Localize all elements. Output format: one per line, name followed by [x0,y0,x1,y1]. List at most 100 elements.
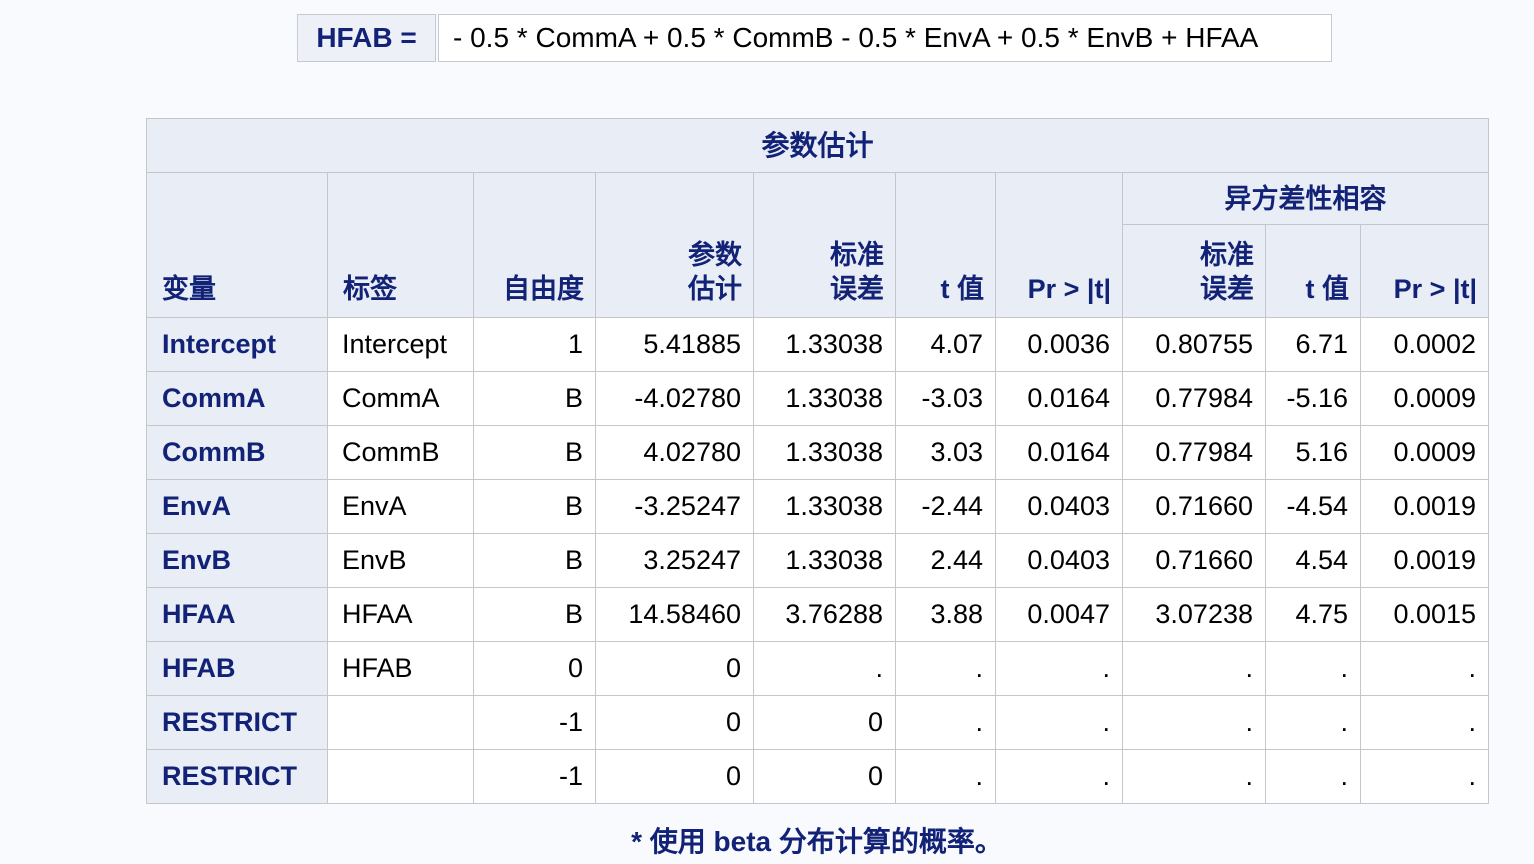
row-header-variable: HFAB [146,641,328,696]
col-header-hc-t-value: t 值 [1265,224,1361,318]
cell-t-value: 4.07 [895,317,996,372]
header-row-group: 变量 标签 自由度 参数 估计 标准 误差 t 值 Pr > |t| 异方差性相… [146,172,1490,318]
cell-t-value: 3.88 [895,587,996,642]
cell-label: CommA [327,371,474,426]
cell-hc-t-value: . [1265,695,1361,750]
cell-stderr: 1.33038 [753,425,896,480]
cell-pr-t: . [995,641,1123,696]
cell-hc-stderr: 0.77984 [1122,371,1266,426]
cell-df: B [473,533,596,588]
cell-pr-t: . [995,749,1123,804]
row-header-variable: RESTRICT [146,695,328,750]
row-header-variable: CommA [146,371,328,426]
cell-hc-pr-t: 0.0019 [1359,479,1490,534]
cell-hc-pr-t: 0.0019 [1359,533,1490,588]
cell-estimate: 5.41885 [595,317,754,372]
cell-hc-t-value: -5.16 [1265,371,1361,426]
cell-label: HFAB [327,641,474,696]
cell-estimate: 0 [595,749,754,804]
cell-df: 0 [473,641,596,696]
cell-hc-stderr: . [1122,641,1266,696]
formula-label: HFAB = [297,14,436,62]
cell-estimate: 3.25247 [595,533,754,588]
table-row: HFAA HFAA B 14.58460 3.76288 3.88 0.0047… [146,587,1490,642]
col-header-estimate: 参数 估计 [595,172,754,318]
table-row: RESTRICT -1 0 0 . . . . . [146,695,1490,750]
cell-df: 1 [473,317,596,372]
cell-hc-stderr: 0.71660 [1122,479,1266,534]
cell-hc-pr-t: 0.0015 [1359,587,1490,642]
cell-df: -1 [473,749,596,804]
cell-hc-stderr: . [1122,749,1266,804]
cell-hc-pr-t: 0.0009 [1359,371,1490,426]
col-header-stderr: 标准 误差 [753,172,896,318]
cell-stderr: 1.33038 [753,533,896,588]
restriction-formula-bar: HFAB = - 0.5 * CommA + 0.5 * CommB - 0.5… [297,14,1332,62]
cell-t-value: -3.03 [895,371,996,426]
cell-estimate: 14.58460 [595,587,754,642]
cell-pr-t: 0.0047 [995,587,1123,642]
col-header-hc-pr-t: Pr > |t| [1359,224,1490,318]
cell-estimate: -3.25247 [595,479,754,534]
cell-df: B [473,587,596,642]
cell-label [327,695,474,750]
cell-pr-t: 0.0403 [995,479,1123,534]
cell-hc-t-value: . [1265,749,1361,804]
cell-label: EnvB [327,533,474,588]
cell-label: HFAA [327,587,474,642]
cell-hc-stderr: 0.80755 [1122,317,1266,372]
table-row: Intercept Intercept 1 5.41885 1.33038 4.… [146,317,1490,372]
cell-hc-stderr: . [1122,695,1266,750]
header-row-sub: 标准 误差 t 值 Pr > |t| [147,224,1490,318]
row-header-variable: CommB [146,425,328,480]
cell-stderr: . [753,641,896,696]
cell-pr-t: 0.0164 [995,425,1123,480]
cell-estimate: 0 [595,695,754,750]
row-header-variable: HFAA [146,587,328,642]
cell-label: CommB [327,425,474,480]
cell-stderr: 0 [753,695,896,750]
cell-df: B [473,479,596,534]
cell-hc-stderr: 0.77984 [1122,425,1266,480]
cell-hc-t-value: 4.75 [1265,587,1361,642]
cell-stderr: 1.33038 [753,479,896,534]
row-header-variable: EnvA [146,479,328,534]
row-header-variable: RESTRICT [146,749,328,804]
cell-estimate: -4.02780 [595,371,754,426]
col-group-heteroscedasticity-consistent: 异方差性相容 [1121,172,1490,225]
cell-df: B [473,425,596,480]
cell-hc-stderr: 0.71660 [1122,533,1266,588]
formula-expression: - 0.5 * CommA + 0.5 * CommB - 0.5 * EnvA… [438,14,1332,62]
cell-hc-t-value: -4.54 [1265,479,1361,534]
table-row: EnvA EnvA B -3.25247 1.33038 -2.44 0.040… [146,479,1490,534]
cell-t-value: -2.44 [895,479,996,534]
cell-label: EnvA [327,479,474,534]
cell-df: B [473,371,596,426]
cell-df: -1 [473,695,596,750]
cell-pr-t: . [995,695,1123,750]
cell-hc-pr-t: 0.0002 [1359,317,1490,372]
cell-pr-t: 0.0164 [995,371,1123,426]
cell-hc-t-value: 5.16 [1265,425,1361,480]
table-row: CommB CommB B 4.02780 1.33038 3.03 0.016… [146,425,1490,480]
table-title: 参数估计 [145,118,1490,173]
cell-t-value: 3.03 [895,425,996,480]
cell-label [327,749,474,804]
cell-label: Intercept [327,317,474,372]
cell-stderr: 1.33038 [753,371,896,426]
cell-hc-pr-t: 0.0009 [1359,425,1490,480]
cell-pr-t: 0.0403 [995,533,1123,588]
cell-pr-t: 0.0036 [995,317,1123,372]
table-title-row: 参数估计 [145,118,1490,173]
cell-hc-pr-t: . [1359,749,1490,804]
cell-t-value: . [895,695,996,750]
col-header-t-value: t 值 [895,172,996,318]
table-row: CommA CommA B -4.02780 1.33038 -3.03 0.0… [146,371,1490,426]
col-header-hc-stderr: 标准 误差 [1122,224,1266,318]
cell-hc-pr-t: . [1359,641,1490,696]
col-header-df: 自由度 [473,172,596,318]
col-header-pr-t: Pr > |t| [995,172,1123,318]
col-header-label: 标签 [327,172,474,318]
table-row: HFAB HFAB 0 0 . . . . . . [146,641,1490,696]
